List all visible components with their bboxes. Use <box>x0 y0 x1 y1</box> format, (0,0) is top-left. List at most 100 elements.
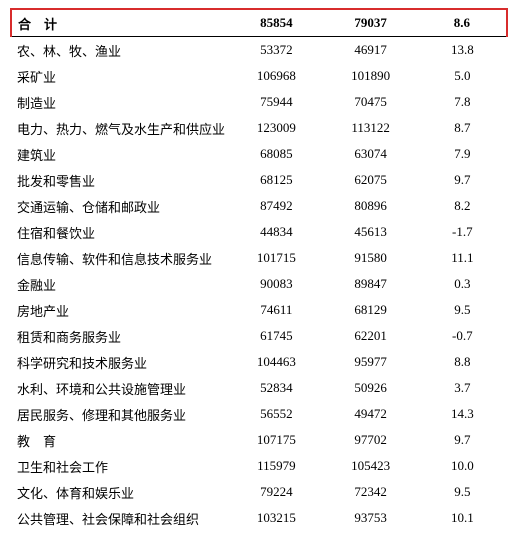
table-row: 房地产业74611681299.5 <box>11 297 507 323</box>
row-value-2: 105423 <box>323 453 417 479</box>
row-value-2: 63074 <box>323 141 417 167</box>
row-value-1: 103215 <box>229 505 323 531</box>
row-value-3: 9.7 <box>418 167 507 193</box>
row-value-1: 101715 <box>229 245 323 271</box>
row-value-3: 9.5 <box>418 297 507 323</box>
row-label: 信息传输、软件和信息技术服务业 <box>11 245 229 271</box>
row-value-2: 46917 <box>323 37 417 64</box>
row-value-2: 79037 <box>323 9 417 37</box>
table-row: 农、林、牧、渔业533724691713.8 <box>11 37 507 64</box>
row-value-3: 8.8 <box>418 349 507 375</box>
row-value-3: 5.0 <box>418 63 507 89</box>
row-value-1: 53372 <box>229 37 323 64</box>
row-value-2: 89847 <box>323 271 417 297</box>
row-value-1: 115979 <box>229 453 323 479</box>
row-value-2: 45613 <box>323 219 417 245</box>
total-row: 合 计85854790378.6 <box>11 9 507 37</box>
row-value-3: 10.1 <box>418 505 507 531</box>
row-value-3: 11.1 <box>418 245 507 271</box>
row-value-2: 68129 <box>323 297 417 323</box>
row-value-2: 70475 <box>323 89 417 115</box>
row-label: 批发和零售业 <box>11 167 229 193</box>
row-value-3: 13.8 <box>418 37 507 64</box>
table-row: 采矿业1069681018905.0 <box>11 63 507 89</box>
row-label: 采矿业 <box>11 63 229 89</box>
row-value-2: 97702 <box>323 427 417 453</box>
row-label: 教 育 <box>11 427 229 453</box>
row-value-3: 0.3 <box>418 271 507 297</box>
row-label: 农、林、牧、渔业 <box>11 37 229 64</box>
table-row: 批发和零售业68125620759.7 <box>11 167 507 193</box>
table-row: 金融业90083898470.3 <box>11 271 507 297</box>
row-value-1: 52834 <box>229 375 323 401</box>
row-value-1: 68085 <box>229 141 323 167</box>
row-label: 租赁和商务服务业 <box>11 323 229 349</box>
table-row: 居民服务、修理和其他服务业565524947214.3 <box>11 401 507 427</box>
row-value-1: 104463 <box>229 349 323 375</box>
table-row: 建筑业68085630747.9 <box>11 141 507 167</box>
row-value-3: 10.0 <box>418 453 507 479</box>
table-row: 制造业75944704757.8 <box>11 89 507 115</box>
row-value-3: 7.8 <box>418 89 507 115</box>
row-value-2: 95977 <box>323 349 417 375</box>
row-value-2: 50926 <box>323 375 417 401</box>
row-label: 水利、环境和公共设施管理业 <box>11 375 229 401</box>
row-value-1: 75944 <box>229 89 323 115</box>
row-value-2: 62075 <box>323 167 417 193</box>
row-value-2: 80896 <box>323 193 417 219</box>
row-label: 电力、热力、燃气及水生产和供应业 <box>11 115 229 141</box>
row-label: 建筑业 <box>11 141 229 167</box>
row-value-3: -1.7 <box>418 219 507 245</box>
row-value-1: 68125 <box>229 167 323 193</box>
row-value-3: -0.7 <box>418 323 507 349</box>
row-value-2: 113122 <box>323 115 417 141</box>
row-value-3: 8.7 <box>418 115 507 141</box>
row-label: 科学研究和技术服务业 <box>11 349 229 375</box>
row-label: 居民服务、修理和其他服务业 <box>11 401 229 427</box>
row-value-1: 90083 <box>229 271 323 297</box>
row-value-1: 44834 <box>229 219 323 245</box>
row-value-3: 8.6 <box>418 9 507 37</box>
table-row: 公共管理、社会保障和社会组织1032159375310.1 <box>11 505 507 531</box>
row-value-1: 74611 <box>229 297 323 323</box>
row-value-1: 87492 <box>229 193 323 219</box>
row-value-1: 79224 <box>229 479 323 505</box>
row-value-2: 49472 <box>323 401 417 427</box>
row-label: 合 计 <box>11 9 229 37</box>
row-value-3: 9.5 <box>418 479 507 505</box>
row-value-2: 93753 <box>323 505 417 531</box>
row-label: 公共管理、社会保障和社会组织 <box>11 505 229 531</box>
row-value-3: 3.7 <box>418 375 507 401</box>
row-value-3: 14.3 <box>418 401 507 427</box>
row-value-1: 85854 <box>229 9 323 37</box>
row-label: 房地产业 <box>11 297 229 323</box>
row-value-3: 9.7 <box>418 427 507 453</box>
salary-table: 合 计85854790378.6农、林、牧、渔业533724691713.8采矿… <box>10 8 508 531</box>
table-row: 卫生和社会工作11597910542310.0 <box>11 453 507 479</box>
table-row: 住宿和餐饮业4483445613-1.7 <box>11 219 507 245</box>
row-value-1: 106968 <box>229 63 323 89</box>
table-row: 电力、热力、燃气及水生产和供应业1230091131228.7 <box>11 115 507 141</box>
row-label: 交通运输、仓储和邮政业 <box>11 193 229 219</box>
row-value-3: 8.2 <box>418 193 507 219</box>
table-row: 科学研究和技术服务业104463959778.8 <box>11 349 507 375</box>
row-value-1: 123009 <box>229 115 323 141</box>
row-value-1: 107175 <box>229 427 323 453</box>
row-value-1: 61745 <box>229 323 323 349</box>
table-row: 文化、体育和娱乐业79224723429.5 <box>11 479 507 505</box>
row-value-1: 56552 <box>229 401 323 427</box>
row-value-2: 91580 <box>323 245 417 271</box>
table-row: 水利、环境和公共设施管理业52834509263.7 <box>11 375 507 401</box>
table-row: 租赁和商务服务业6174562201-0.7 <box>11 323 507 349</box>
row-value-3: 7.9 <box>418 141 507 167</box>
table-row: 教 育107175977029.7 <box>11 427 507 453</box>
table-row: 信息传输、软件和信息技术服务业1017159158011.1 <box>11 245 507 271</box>
row-value-2: 72342 <box>323 479 417 505</box>
row-label: 住宿和餐饮业 <box>11 219 229 245</box>
row-label: 文化、体育和娱乐业 <box>11 479 229 505</box>
row-label: 制造业 <box>11 89 229 115</box>
row-value-2: 101890 <box>323 63 417 89</box>
table-row: 交通运输、仓储和邮政业87492808968.2 <box>11 193 507 219</box>
row-label: 卫生和社会工作 <box>11 453 229 479</box>
row-label: 金融业 <box>11 271 229 297</box>
